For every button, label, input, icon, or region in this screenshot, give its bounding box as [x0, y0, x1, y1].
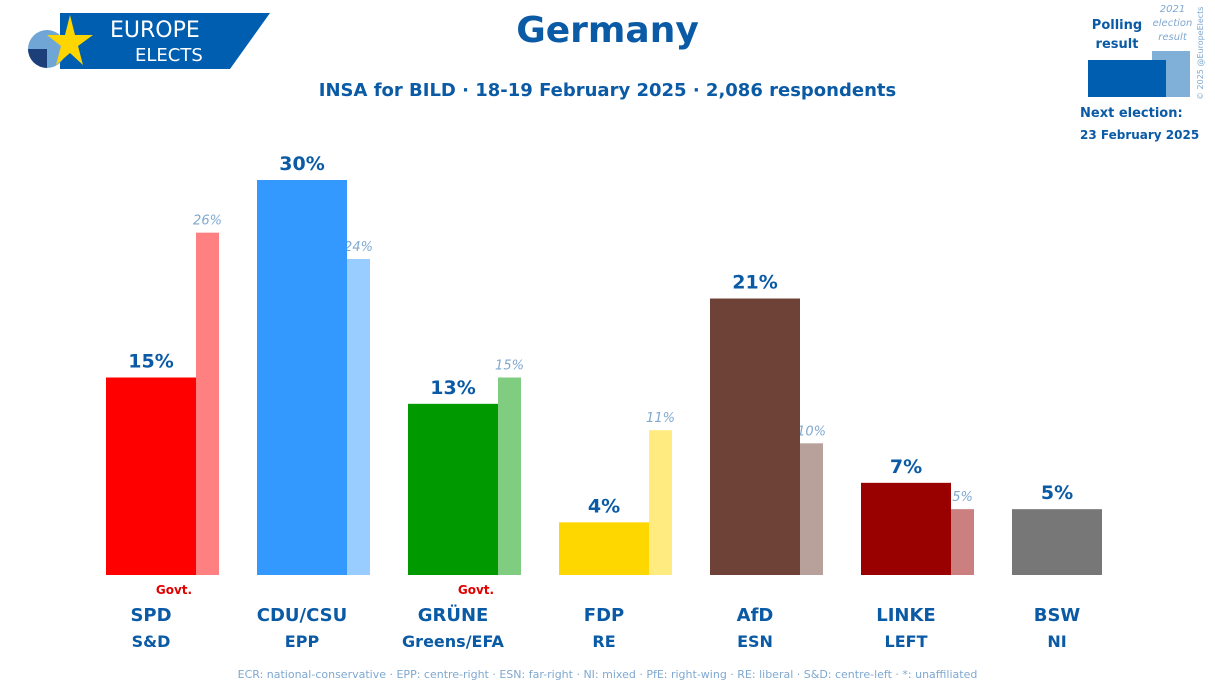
legend-polling-swatch: [1088, 60, 1166, 97]
legend-previous-label: 2021 election result: [1152, 4, 1193, 43]
party-label: FDP: [583, 605, 625, 626]
polling-value-label: 5%: [1041, 482, 1073, 504]
polling-bar: [106, 377, 196, 575]
polling-value-label: 30%: [279, 153, 324, 175]
polling-bar: [408, 403, 498, 575]
group-label: ESN: [737, 632, 773, 651]
party-label: BSW: [1033, 605, 1081, 626]
footer-note: ECR: national-conservative · EPP: centre…: [237, 668, 978, 681]
polling-bar: [710, 298, 800, 575]
previous-value-label: 10%: [797, 424, 826, 439]
svg-text:ELECTS: ELECTS: [135, 45, 203, 66]
polling-value-label: 13%: [430, 377, 475, 399]
previous-value-label: 15%: [495, 359, 524, 374]
party-label: SPD: [130, 605, 172, 626]
group-label: LEFT: [884, 632, 928, 651]
polling-bar: [1012, 509, 1102, 575]
party-label: AfD: [736, 605, 774, 626]
previous-value-label: 24%: [344, 240, 373, 255]
previous-result-bar: [498, 377, 521, 575]
next-election-label: Next election:: [1080, 106, 1183, 121]
group-label: Greens/EFA: [402, 632, 504, 651]
previous-value-label: 11%: [646, 411, 675, 426]
next-election-date: 23 February 2025: [1080, 128, 1200, 142]
polling-bar: [559, 522, 649, 575]
party-label: LINKE: [876, 605, 936, 626]
polling-value-label: 7%: [890, 456, 922, 478]
party-label: GRÜNE: [417, 605, 489, 626]
party-label: CDU/CSU: [256, 605, 348, 626]
previous-value-label: 26%: [193, 214, 222, 229]
polling-value-label: 15%: [128, 351, 173, 373]
polling-bar: [257, 180, 347, 575]
chart-subtitle: INSA for BILD · 18-19 February 2025 · 2,…: [318, 80, 897, 101]
polling-bar: [861, 482, 951, 575]
legend-polling-label: Polling result: [1091, 18, 1143, 52]
previous-value-label: 5%: [952, 490, 973, 505]
group-label: S&D: [131, 632, 171, 651]
group-label: EPP: [284, 632, 320, 651]
previous-result-bar: [347, 259, 370, 575]
previous-result-bar: [196, 232, 219, 575]
group-label: RE: [592, 632, 616, 651]
polling-value-label: 21%: [732, 272, 777, 294]
previous-result-bar: [649, 430, 672, 575]
chart-title: Germany: [516, 10, 699, 51]
europe-elects-logo: EUROPE ELECTS: [28, 13, 270, 69]
govt-label: Govt.: [458, 583, 494, 597]
svg-text:EUROPE: EUROPE: [110, 18, 200, 43]
polling-value-label: 4%: [588, 495, 620, 517]
previous-result-bar: [800, 443, 823, 575]
previous-result-bar: [951, 509, 974, 575]
govt-label: Govt.: [156, 583, 192, 597]
group-label: NI: [1047, 632, 1067, 651]
